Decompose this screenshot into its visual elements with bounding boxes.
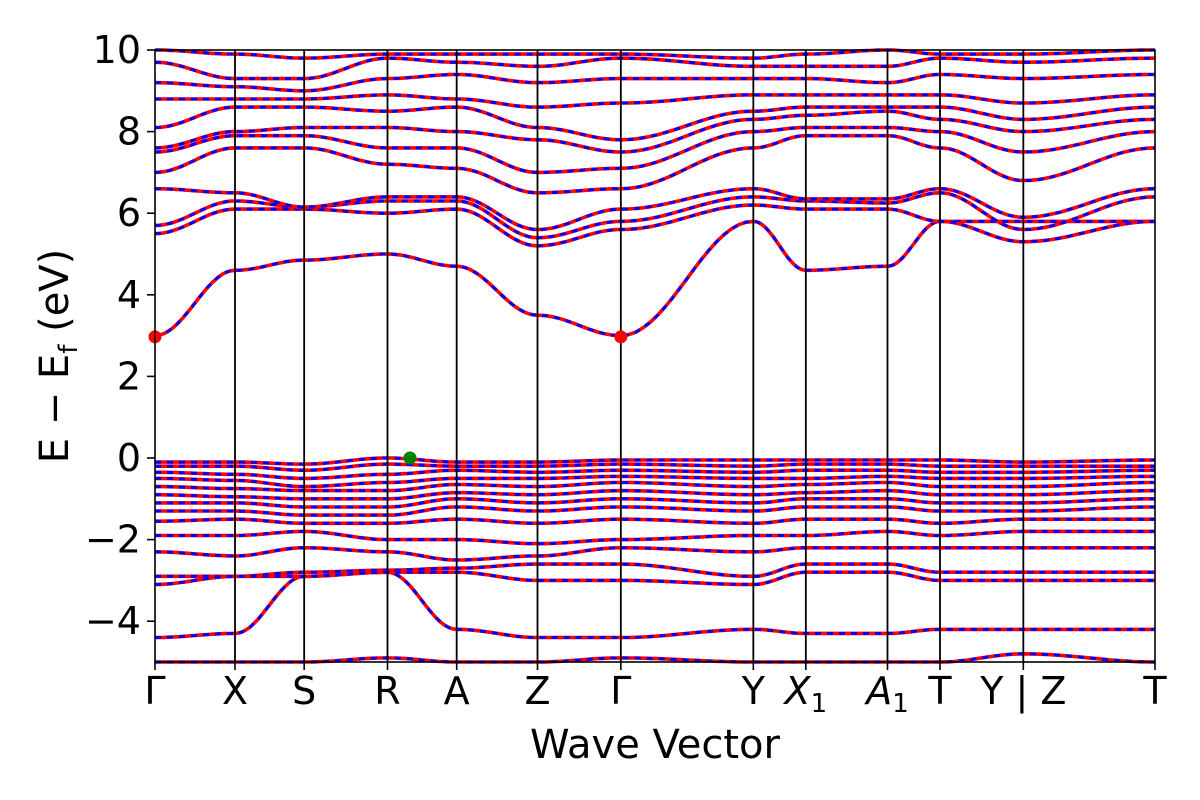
vbm-marker xyxy=(403,451,417,465)
x-tick-label: A xyxy=(444,669,470,713)
y-tick-label: −4 xyxy=(85,599,141,643)
x-tick-label: T xyxy=(1142,669,1167,713)
kpoint-lines xyxy=(234,50,1025,662)
x-tick-label: R xyxy=(374,669,400,713)
x-tick-label: Y xyxy=(741,669,766,713)
x-tick-label: Y | Z xyxy=(979,669,1066,714)
x-tick-label: A1 xyxy=(863,669,909,719)
x-tick-label: Γ xyxy=(144,669,165,713)
x-tick-label: Z xyxy=(524,669,550,713)
y-tick-label: 10 xyxy=(93,28,141,72)
y-tick-label: −2 xyxy=(85,518,141,562)
y-axis-title: E − Ef (eV) xyxy=(32,249,84,464)
y-tick-label: 4 xyxy=(117,273,141,317)
y-tick-label: 6 xyxy=(117,191,141,235)
cbm-marker xyxy=(614,330,628,344)
x-tick-label: S xyxy=(292,669,316,713)
x-tick-label: Γ xyxy=(610,669,631,713)
y-axis-ticks: 10 8 6 4 2 0 −2 −4 xyxy=(85,28,155,643)
x-axis-title: Wave Vector xyxy=(530,722,781,768)
x-tick-label: T xyxy=(927,669,952,713)
x-axis-ticks: Γ X S R A Z Γ Y X1 A1 T Y | Z T xyxy=(144,662,1167,719)
plot-frame xyxy=(154,49,1156,663)
y-tick-label: 2 xyxy=(117,354,141,398)
y-tick-label: 8 xyxy=(117,110,141,154)
y-tick-label: 0 xyxy=(117,436,141,480)
x-tick-label: X xyxy=(222,669,248,713)
x-tick-label: X1 xyxy=(783,669,828,719)
